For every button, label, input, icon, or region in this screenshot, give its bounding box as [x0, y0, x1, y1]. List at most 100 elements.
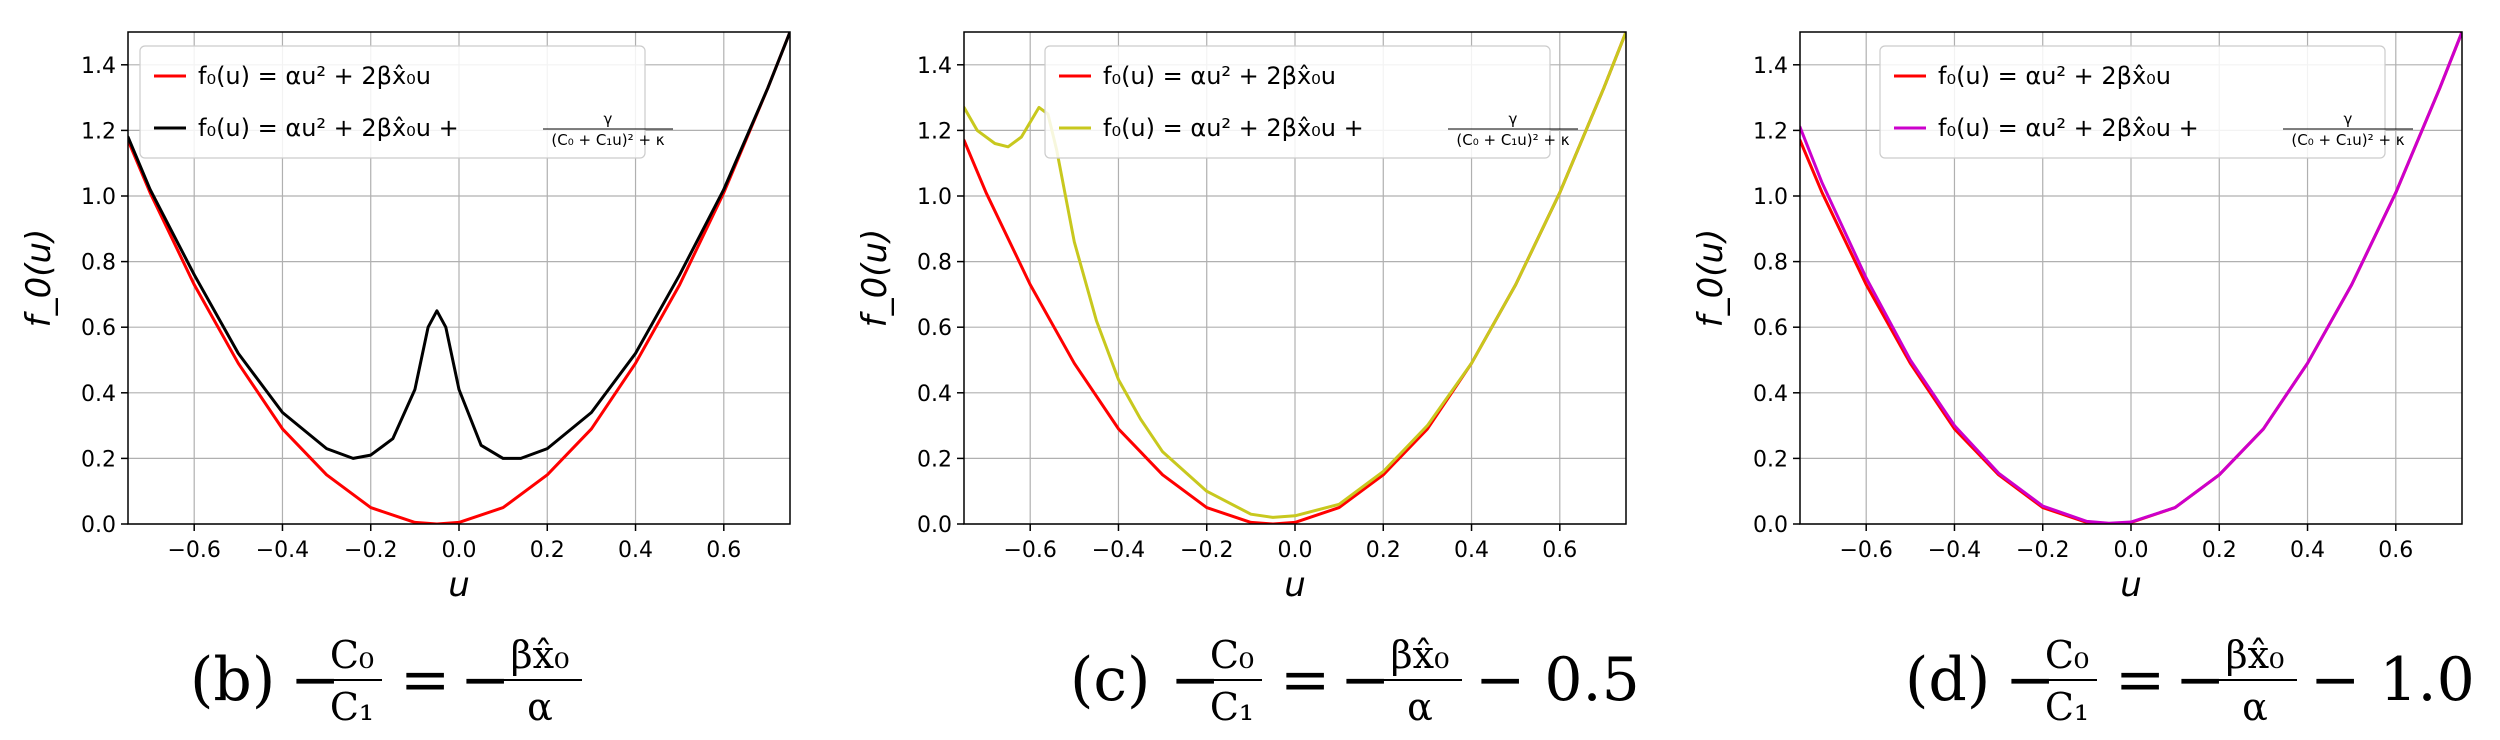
legend: f₀(u) = αu² + 2βx̂₀u f₀(u) = αu² + 2βx̂₀u…	[1879, 45, 2413, 159]
caption-label: (c)	[1070, 645, 1150, 715]
series-line-1	[128, 32, 790, 524]
legend-box	[1879, 45, 2386, 159]
x-tick-label: 0.6	[1542, 538, 1577, 563]
y-tick-label: 1.0	[81, 185, 116, 210]
legend-box	[139, 45, 646, 159]
series-line-2	[128, 32, 790, 460]
legend-fraction-denominator: (C₀ + C₁u)² + κ	[551, 131, 664, 149]
y-tick-label: 0.0	[81, 513, 116, 538]
x-tick-label: −0.6	[1839, 538, 1892, 563]
caption-lhs-numerator: C₀	[330, 633, 374, 677]
x-tick-label: −0.2	[2016, 538, 2069, 563]
series-lines	[964, 32, 1626, 524]
y-tick-label: 1.4	[81, 54, 116, 79]
chart-panel-d: −0.6 −0.4 −0.2 0.0 0.2 0.4 0.6 0.0 0.2 0.4 0.6 0.8 1…	[1691, 31, 2475, 729]
caption-lhs-denominator: C₁	[2045, 685, 2089, 729]
y-tick-label: 0.6	[1753, 316, 1788, 341]
caption-rhs-denominator: α	[1407, 685, 1433, 729]
legend-fraction-numerator: γ	[1509, 110, 1518, 128]
x-tick-label: 0.2	[2202, 538, 2237, 563]
series-lines	[128, 32, 790, 524]
y-tick-label: 1.4	[1753, 54, 1788, 79]
legend-label-1: f₀(u) = αu² + 2βx̂₀u	[198, 62, 431, 90]
x-tick-label: 0.6	[2378, 538, 2413, 563]
series-line-2	[964, 32, 1626, 519]
series-line-2	[1800, 32, 2462, 524]
x-axis-label: u	[448, 565, 470, 605]
y-axis-label: f_0(u)	[1691, 229, 1731, 328]
x-tick-label: 0.2	[1366, 538, 1401, 563]
y-tick-label: 0.0	[917, 513, 952, 538]
x-tick-label: −0.2	[1180, 538, 1233, 563]
x-tick-label: 0.6	[706, 538, 741, 563]
legend: f₀(u) = αu² + 2βx̂₀u f₀(u) = αu² + 2βx̂₀u…	[1044, 45, 1578, 159]
y-tick-label: 0.2	[1753, 447, 1788, 472]
legend-label-2: f₀(u) = αu² + 2βx̂₀u +	[1103, 114, 1364, 142]
caption-rhs-denominator: α	[527, 685, 553, 729]
x-tick-label: −0.4	[256, 538, 309, 563]
y-tick-label: 0.8	[81, 251, 116, 276]
y-tick-label: 0.2	[917, 447, 952, 472]
series-lines	[1800, 32, 2462, 524]
legend-label-1: f₀(u) = αu² + 2βx̂₀u	[1103, 62, 1336, 90]
y-tick-label: 1.2	[1753, 119, 1788, 144]
x-tick-label: 0.4	[2290, 538, 2325, 563]
legend-label-2: f₀(u) = αu² + 2βx̂₀u +	[1938, 114, 2199, 142]
x-tick-label: −0.4	[1928, 538, 1981, 563]
x-tick-label: 0.4	[1454, 538, 1489, 563]
caption-rhs-numerator: βx̂₀	[511, 633, 570, 677]
y-axis-label: f_0(u)	[19, 229, 59, 328]
caption-rhs-denominator: α	[2242, 685, 2268, 729]
caption-label: (d)	[1905, 645, 1990, 715]
caption-equals-sign: =	[2115, 645, 2165, 715]
chart-panel-b: −0.6 −0.4 −0.2 0.0 0.2 0.4 0.6 0.0 0.2 0.4 0.6 0.8 1…	[19, 31, 791, 729]
y-tick-label: 0.2	[81, 447, 116, 472]
caption-lhs-denominator: C₁	[330, 685, 374, 729]
y-tick-label: 0.4	[1753, 382, 1788, 407]
caption-lhs-denominator: C₁	[1210, 685, 1254, 729]
y-tick-label: 0.8	[1753, 251, 1788, 276]
caption-lhs-numerator: C₀	[2045, 633, 2089, 677]
x-tick-label: 0.2	[530, 538, 565, 563]
legend-label-1: f₀(u) = αu² + 2βx̂₀u	[1938, 62, 2171, 90]
y-tick-label: 0.4	[917, 382, 952, 407]
legend-fraction-numerator: γ	[2344, 110, 2353, 128]
y-tick-label: 0.4	[81, 382, 116, 407]
x-axis-label: u	[2120, 565, 2142, 605]
x-axis-label: u	[1284, 565, 1306, 605]
legend-fraction-numerator: γ	[604, 110, 613, 128]
legend-fraction-denominator: (C₀ + C₁u)² + κ	[1456, 131, 1569, 149]
caption-rhs-numerator: βx̂₀	[2226, 633, 2285, 677]
caption-lhs-numerator: C₀	[1210, 633, 1254, 677]
legend: f₀(u) = αu² + 2βx̂₀u f₀(u) = αu² + 2βx̂₀u…	[139, 45, 673, 159]
x-tick-label: 0.4	[618, 538, 653, 563]
x-tick-label: −0.2	[344, 538, 397, 563]
legend-fraction-denominator: (C₀ + C₁u)² + κ	[2291, 131, 2404, 149]
x-tick-label: 0.0	[1278, 538, 1313, 563]
y-tick-label: 1.0	[917, 185, 952, 210]
x-tick-label: 0.0	[2114, 538, 2149, 563]
y-tick-label: 1.0	[1753, 185, 1788, 210]
y-tick-label: 0.0	[1753, 513, 1788, 538]
y-tick-label: 1.2	[81, 119, 116, 144]
caption-rhs-numerator: βx̂₀	[1391, 633, 1450, 677]
y-tick-label: 0.6	[917, 316, 952, 341]
legend-label-2: f₀(u) = αu² + 2βx̂₀u +	[198, 114, 459, 142]
y-axis-label: f_0(u)	[855, 229, 895, 328]
y-tick-label: 0.6	[81, 316, 116, 341]
caption-suffix: − 0.5	[1475, 645, 1640, 715]
x-tick-label: −0.6	[1003, 538, 1056, 563]
caption-equals-sign: =	[1280, 645, 1330, 715]
x-tick-label: 0.0	[442, 538, 477, 563]
y-tick-label: 1.4	[917, 54, 952, 79]
y-tick-label: 1.2	[917, 119, 952, 144]
legend-box	[1044, 45, 1551, 159]
caption-suffix: − 1.0	[2310, 645, 2475, 715]
caption-label: (b)	[190, 645, 275, 715]
caption-equals-sign: =	[400, 645, 450, 715]
chart-panel-c: −0.6 −0.4 −0.2 0.0 0.2 0.4 0.6 0.0 0.2 0.4 0.6 0.8 1…	[855, 31, 1640, 729]
